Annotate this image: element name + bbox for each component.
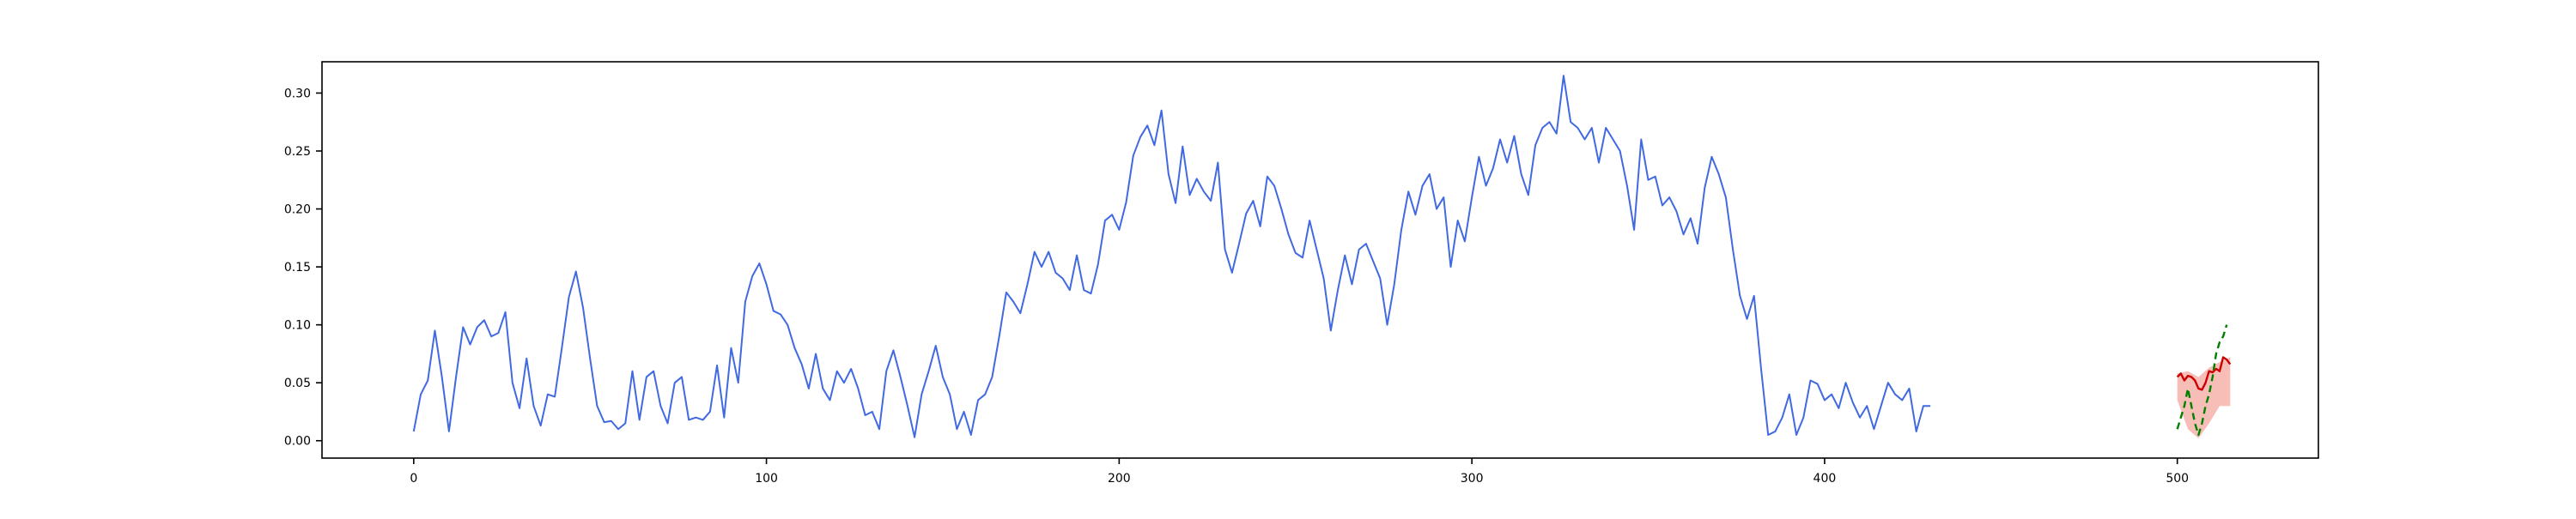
series-layer <box>412 75 2232 438</box>
y-axis: 0.00 0.05 0.10 0.15 0.20 0.25 0.30 <box>284 87 322 449</box>
x-tick-label: 200 <box>1108 472 1131 486</box>
y-tick-label: 0.10 <box>284 319 311 333</box>
history-line <box>412 75 1931 438</box>
plot-frame <box>321 61 2319 459</box>
y-tick-label: 0.15 <box>284 261 311 275</box>
prediction-line <box>2176 356 2232 391</box>
x-tick-label: 500 <box>2166 472 2189 486</box>
x-tick-label: 100 <box>755 472 778 486</box>
x-axis: 0 100 200 300 400 500 <box>410 458 2189 486</box>
y-tick-label: 0.30 <box>284 87 311 100</box>
y-tick-label: 0.20 <box>284 203 311 217</box>
x-tick-label: 400 <box>1814 472 1837 486</box>
x-tick-label: 300 <box>1461 472 1484 486</box>
y-tick-label: 0.25 <box>284 145 311 159</box>
ground-truth-line <box>2176 324 2228 437</box>
x-tick-label: 0 <box>410 472 417 486</box>
y-tick-label: 0.05 <box>284 377 311 390</box>
y-tick-label: 0.00 <box>284 435 311 449</box>
